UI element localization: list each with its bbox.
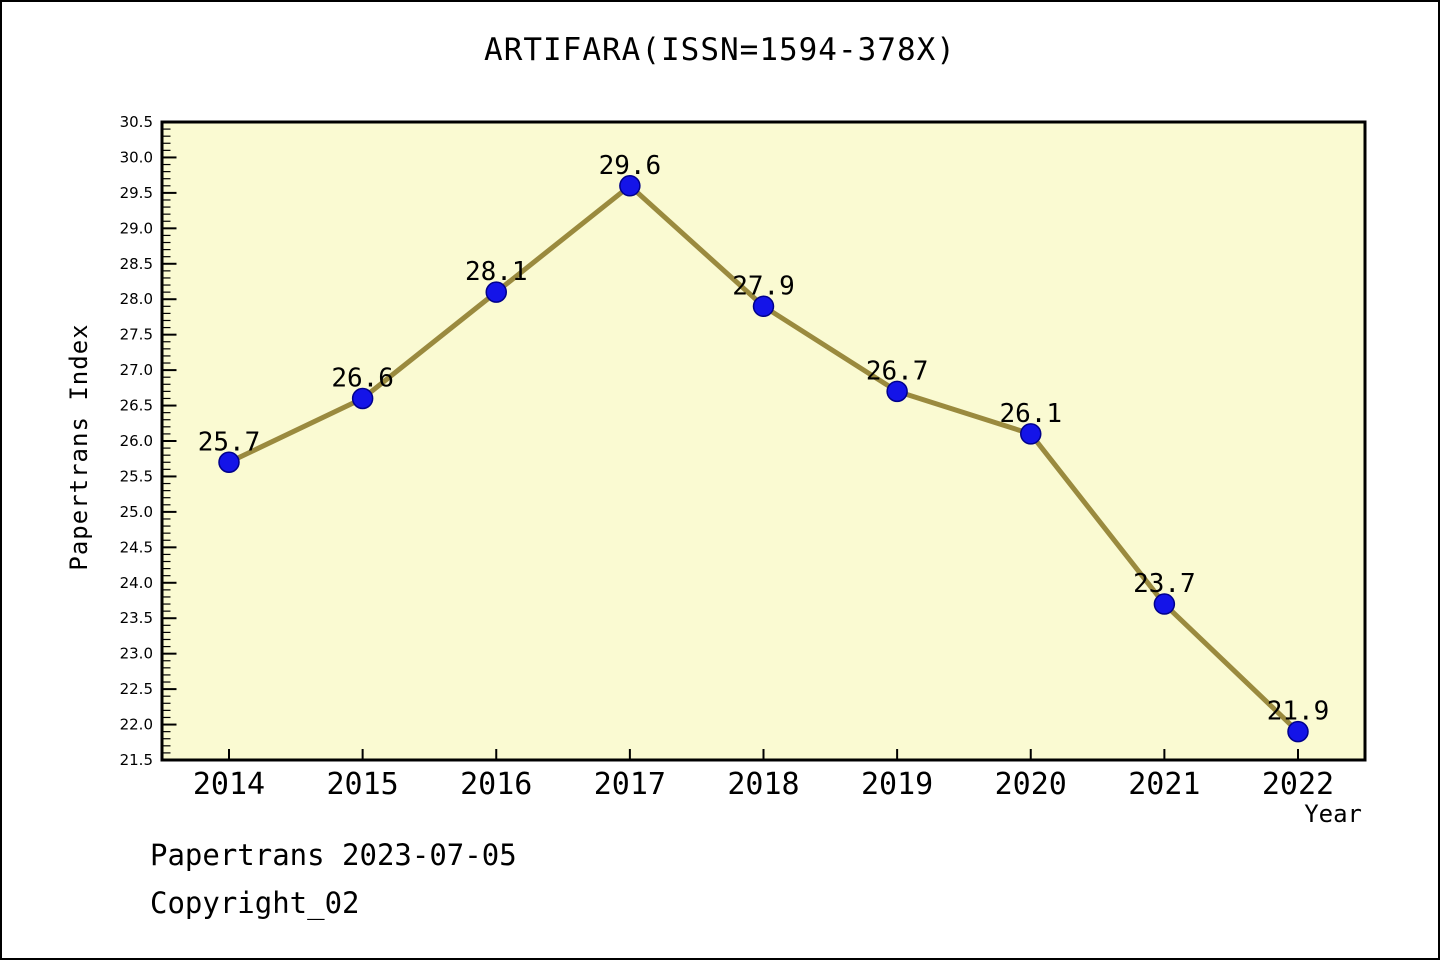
- y-tick-label: 21.5: [120, 751, 153, 769]
- data-point: [1287, 720, 1309, 743]
- chart-title: ARTIFARA(ISSN=1594-378X): [484, 32, 956, 68]
- x-axis-label: Year: [1304, 800, 1362, 828]
- y-tick-label: 27.5: [120, 326, 153, 344]
- y-tick-label: 30.5: [120, 113, 153, 131]
- y-tick-label: 24.0: [120, 574, 153, 592]
- y-tick-label: 25.5: [120, 467, 153, 485]
- y-tick-label: 29.0: [120, 219, 153, 237]
- y-tick-label: 23.5: [120, 609, 153, 627]
- footer-copyright: Copyright_02: [150, 886, 360, 920]
- x-tick-label: 2018: [727, 767, 799, 802]
- plot-area: [160, 120, 1367, 762]
- x-tick-label: 2021: [1128, 767, 1200, 802]
- y-tick-label: 22.5: [120, 680, 153, 698]
- y-tick-label: 28.0: [120, 290, 153, 308]
- data-point: [351, 387, 374, 410]
- y-tick-label: 26.0: [120, 432, 153, 450]
- y-tick-label: 23.0: [120, 645, 153, 663]
- x-tick-label: 2022: [1262, 767, 1334, 802]
- data-point: [1020, 423, 1042, 445]
- x-tick-label: 2016: [460, 767, 532, 802]
- x-tick-label: 2020: [995, 767, 1067, 802]
- footer-watermark: Papertrans 2023-07-05: [150, 838, 517, 872]
- data-point: [1153, 593, 1176, 615]
- data-point: [886, 380, 908, 403]
- y-tick-label: 27.0: [120, 361, 153, 379]
- x-tick-label: 2019: [861, 767, 933, 802]
- data-point: [218, 451, 240, 474]
- y-tick-label: 28.5: [120, 255, 153, 273]
- data-point: [752, 295, 775, 318]
- y-tick-label: 22.0: [120, 716, 153, 734]
- y-tick-label: 26.5: [120, 397, 153, 415]
- x-tick-label: 2015: [327, 767, 399, 802]
- x-tick-label: 2017: [594, 767, 666, 802]
- y-tick-label: 25.0: [120, 503, 153, 521]
- x-tick-label: 2014: [193, 767, 265, 802]
- data-point: [619, 175, 641, 197]
- y-tick-label: 29.5: [120, 184, 153, 202]
- y-tick-label: 30.0: [120, 148, 153, 166]
- y-tick-label: 24.5: [120, 538, 153, 556]
- data-point: [485, 281, 507, 303]
